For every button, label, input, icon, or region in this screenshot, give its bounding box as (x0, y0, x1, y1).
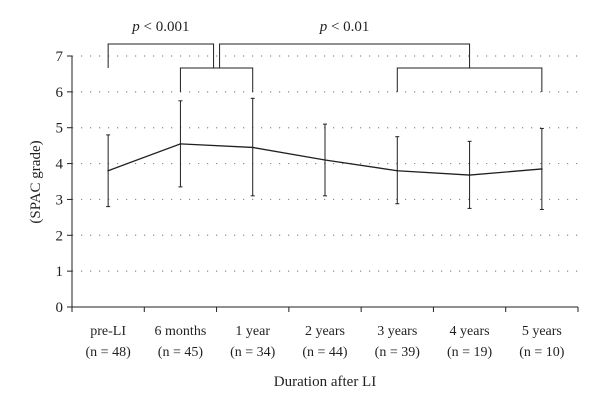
y-tick-label-1: 1 (56, 264, 64, 280)
axes (67, 55, 579, 312)
data-point-6 (541, 168, 543, 170)
data-point-0 (107, 169, 109, 172)
sig-bracket-2 (219, 43, 471, 68)
n-label-0: (n = 48) (86, 345, 132, 360)
data-series (107, 143, 543, 176)
n-label-2: (n = 34) (230, 345, 276, 360)
y-tick-label-0: 0 (56, 300, 64, 316)
x-tick-label-0: pre-LI (90, 324, 126, 339)
x-tick-label-2: 1 year (235, 324, 270, 339)
n-label-1: (n = 45) (158, 345, 204, 360)
data-point-4 (396, 169, 399, 172)
y-tick-label-7: 7 (56, 49, 64, 65)
group-bracket-6m-1y (179, 67, 254, 92)
y-tick-label-4: 4 (56, 157, 64, 173)
error-bars (106, 97, 544, 210)
y-tick-label-2: 2 (56, 228, 64, 244)
x-tick-label-4: 3 years (377, 324, 417, 339)
sig-label-1: p < 0.001 (131, 19, 189, 35)
x-tick-label-1: 6 months (155, 324, 207, 339)
significance-brackets: p < 0.001 p < 0.01 (107, 19, 543, 92)
y-tick-label-6: 6 (56, 85, 64, 101)
x-tick-label-6: 5 years (522, 324, 562, 339)
data-point-1 (179, 143, 182, 145)
data-point-2 (251, 146, 254, 149)
sig-label-2: p < 0.01 (319, 19, 370, 35)
x-axis-title: Duration after LI (274, 374, 376, 390)
n-label-4: (n = 39) (375, 345, 421, 360)
group-bracket-3y-5y (396, 67, 543, 92)
x-tick-label-5: 4 years (450, 324, 490, 339)
y-tick-label-5: 5 (56, 121, 64, 137)
sig-bracket-1 (107, 43, 215, 68)
y-tick-labels: 0 1 2 3 4 5 6 7 (56, 49, 64, 316)
n-label-5: (n = 19) (447, 345, 493, 360)
y-axis-title: (SPAC grade) (28, 140, 44, 223)
data-point-3 (324, 159, 326, 161)
n-label-6: (n = 10) (519, 345, 565, 360)
n-label-3: (n = 44) (302, 345, 348, 360)
x-tick-labels: pre-LI (n = 48) 6 months (n = 45) 1 year (n =… (86, 324, 565, 360)
y-tick-label-3: 3 (56, 192, 64, 208)
x-tick-label-3: 2 years (305, 324, 345, 339)
data-point-5 (468, 174, 471, 176)
